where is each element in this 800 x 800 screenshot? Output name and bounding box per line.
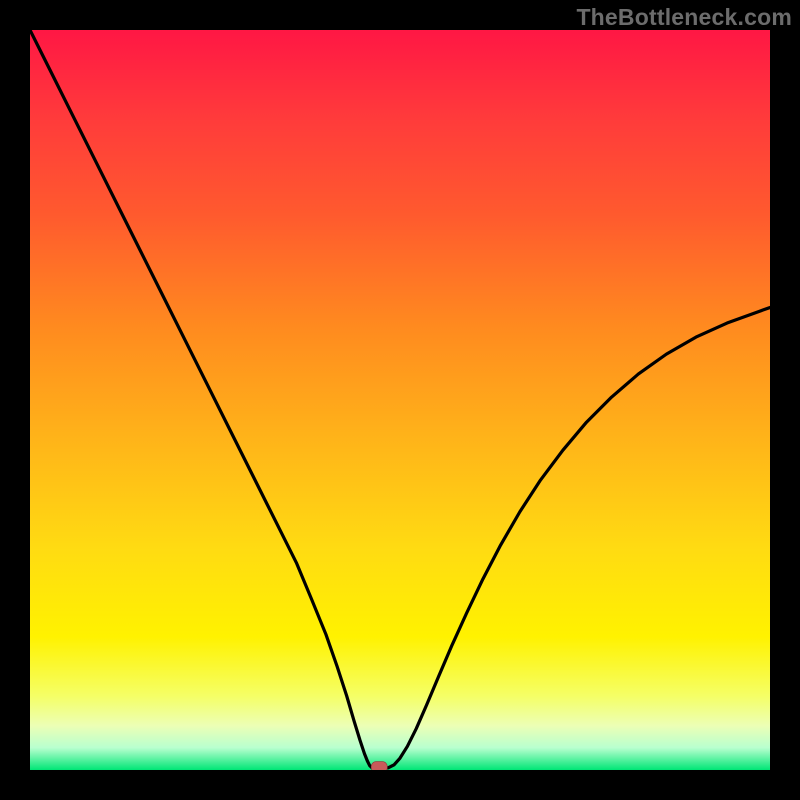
watermark-text: TheBottleneck.com bbox=[576, 4, 792, 31]
chart-frame: TheBottleneck.com bbox=[0, 0, 800, 800]
plot-area bbox=[30, 30, 770, 770]
gradient-background bbox=[30, 30, 770, 770]
chart-svg bbox=[30, 30, 770, 770]
min-marker bbox=[371, 762, 387, 770]
